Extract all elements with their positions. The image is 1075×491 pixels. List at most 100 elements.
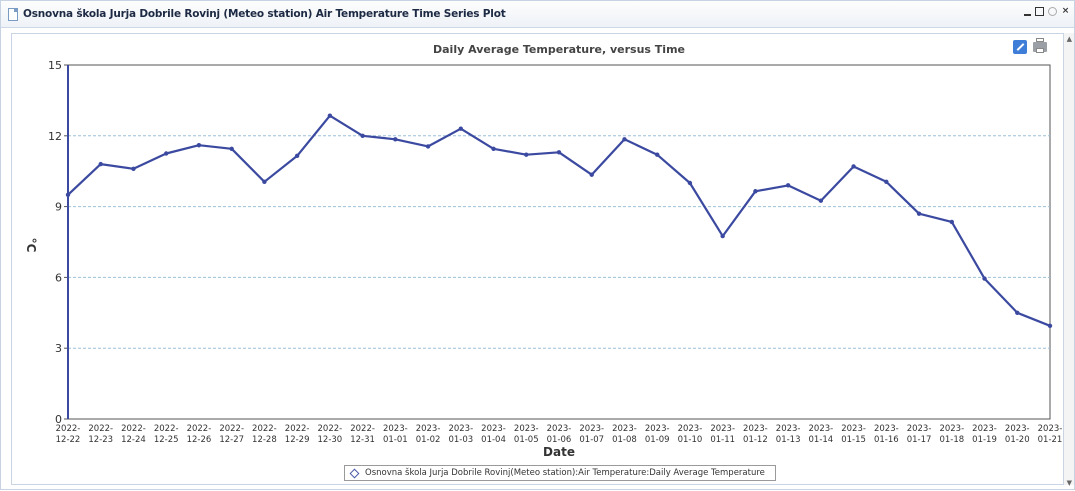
y-axis-label: °C (24, 238, 38, 253)
x-tick-label-monthday: 01-03 (448, 435, 473, 445)
x-tick-label-monthday: 12-25 (154, 435, 179, 445)
x-tick-label-year: 2023- (514, 424, 539, 434)
legend-marker-icon (349, 468, 360, 478)
x-axis-label: Date (543, 445, 575, 459)
data-point (327, 113, 333, 118)
data-point (1047, 323, 1053, 328)
y-tick-label: 15 (48, 59, 62, 72)
x-tick-label-monthday: 01-19 (972, 435, 997, 445)
x-tick-label-year: 2022- (154, 424, 179, 434)
data-point (458, 126, 463, 131)
x-tick-label-monthday: 12-27 (219, 435, 244, 445)
x-tick-label-year: 2022- (350, 424, 375, 434)
data-point (916, 211, 922, 216)
chart-title: Daily Average Temperature, versus Time (433, 43, 685, 56)
x-tick-label-year: 2023- (809, 424, 834, 434)
x-tick-label-monthday: 12-26 (187, 435, 212, 445)
x-tick-label-monthday: 12-28 (252, 435, 277, 445)
data-point (818, 198, 824, 203)
close-icon[interactable]: × (1061, 6, 1070, 16)
y-tick-label: 3 (55, 342, 62, 355)
x-tick-label-monthday: 01-08 (612, 435, 637, 445)
data-point (131, 166, 136, 172)
data-point (556, 150, 562, 155)
x-tick-label-year: 2022- (56, 424, 81, 434)
x-tick-label-monthday: 01-17 (907, 435, 932, 445)
x-tick-label-monthday: 12-30 (318, 435, 343, 445)
x-tick-label-year: 2023- (678, 424, 703, 434)
x-tick-label-year: 2022- (219, 424, 244, 434)
x-tick-label-year: 2023- (743, 424, 768, 434)
x-tick-label-year: 2023- (383, 424, 408, 434)
scroll-down-arrow-icon[interactable]: ▼ (1066, 479, 1072, 487)
x-tick-label-year: 2023- (939, 424, 964, 434)
y-tick-label: 12 (48, 130, 62, 143)
data-point (98, 161, 103, 167)
edit-icon[interactable] (1013, 40, 1027, 54)
data-point (1015, 310, 1020, 315)
refresh-icon[interactable] (1048, 7, 1057, 16)
x-tick-label-year: 2022- (285, 424, 310, 434)
data-point (393, 137, 398, 142)
x-tick-label-year: 2023- (841, 424, 866, 434)
scroll-up-arrow-icon[interactable]: ▲ (1066, 35, 1072, 43)
x-tick-label-year: 2023- (612, 424, 637, 434)
data-point (720, 233, 725, 239)
x-tick-label-monthday: 01-21 (1038, 435, 1063, 445)
print-icon[interactable] (1033, 38, 1047, 53)
x-tick-label-year: 2023- (481, 424, 506, 434)
data-point (655, 152, 660, 157)
data-point (785, 183, 791, 188)
x-tick-label-monthday: 12-24 (121, 435, 146, 445)
x-tick-label-year: 2023- (547, 424, 572, 434)
x-tick-label-monthday: 01-11 (710, 435, 735, 445)
data-point (425, 144, 431, 149)
legend-label: Osnovna škola Jurja Dobrile Rovinj(Meteo… (365, 468, 765, 478)
x-tick-label-year: 2023- (972, 424, 997, 434)
maximize-icon[interactable] (1035, 7, 1044, 16)
x-tick-label-monthday: 01-13 (776, 435, 801, 445)
x-tick-label-monthday: 01-12 (743, 435, 768, 445)
x-tick-label-monthday: 01-10 (678, 435, 703, 445)
window-controls: × (1024, 7, 1070, 16)
x-tick-label-monthday: 01-02 (416, 435, 441, 445)
x-tick-label-monthday: 01-16 (874, 435, 899, 445)
y-tick-label: 0 (55, 413, 62, 426)
data-point (491, 146, 496, 151)
chart-legend[interactable]: Osnovna škola Jurja Dobrile Rovinj(Meteo… (344, 465, 776, 481)
x-tick-label-year: 2022- (252, 424, 277, 434)
minimize-icon[interactable] (1024, 11, 1031, 16)
window-titlebar: Osnovna škola Jurja Dobrile Rovinj (Mete… (1, 1, 1074, 28)
data-point (753, 189, 758, 194)
x-tick-label-year: 2023- (645, 424, 670, 434)
x-tick-label-year: 2023- (1038, 424, 1063, 434)
data-point (360, 133, 365, 138)
x-tick-label-monthday: 01-20 (1005, 435, 1030, 445)
data-point (524, 152, 529, 157)
x-tick-label-monthday: 01-06 (547, 435, 572, 445)
x-tick-label-year: 2022- (121, 424, 146, 434)
data-point (622, 137, 627, 142)
x-tick-label-year: 2022- (318, 424, 343, 434)
data-point (262, 179, 267, 185)
x-tick-label-monthday: 01-15 (841, 435, 866, 445)
x-tick-label-monthday: 12-23 (88, 435, 113, 445)
data-point (949, 219, 954, 225)
data-point (851, 164, 856, 169)
x-tick-label-monthday: 01-04 (481, 435, 506, 445)
x-tick-label-monthday: 12-22 (56, 435, 81, 445)
data-point (65, 192, 71, 197)
x-tick-label-monthday: 01-09 (645, 435, 670, 445)
data-point (884, 179, 889, 185)
y-tick-label: 9 (55, 201, 62, 214)
x-tick-label-year: 2023- (579, 424, 604, 434)
vertical-scrollbar[interactable] (1064, 33, 1074, 485)
data-point (687, 180, 693, 186)
x-tick-label-monthday: 01-01 (383, 435, 408, 445)
x-tick-label-monthday: 01-18 (939, 435, 964, 445)
x-tick-label-year: 2022- (187, 424, 212, 434)
document-icon (8, 7, 18, 21)
x-tick-label-monthday: 01-07 (579, 435, 604, 445)
